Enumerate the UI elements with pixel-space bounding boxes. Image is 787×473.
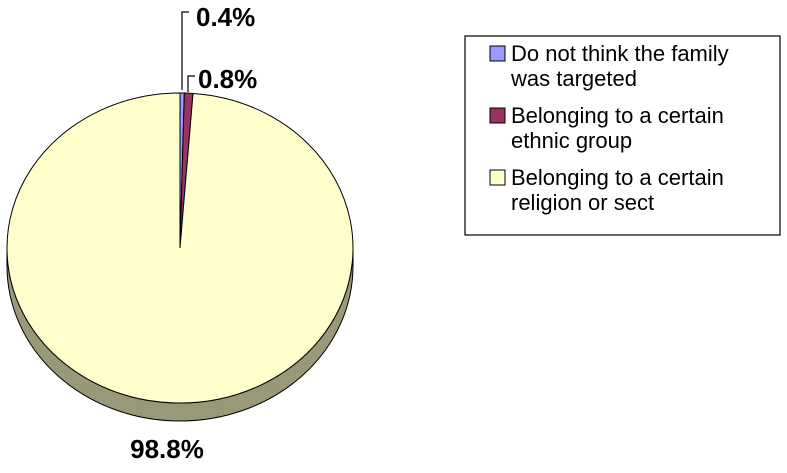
legend-label-2-1: religion or sect [511, 190, 654, 215]
data-label-0: 0.4% [196, 2, 255, 32]
pie-plot-area [6, 92, 354, 422]
legend-box [464, 35, 781, 236]
leader-line-0 [181, 11, 189, 90]
legend-label-0-1: was targeted [510, 66, 637, 91]
legend-swatch-0 [489, 45, 506, 62]
data-label-1: 0.8% [198, 64, 257, 94]
pie-slice-2 [6, 92, 354, 404]
legend-label-1-0: Belonging to a certain [511, 103, 724, 128]
legend-swatch-1 [489, 107, 506, 124]
legend-label-1-1: ethnic group [511, 128, 632, 153]
data-label-2: 98.8% [130, 434, 204, 464]
legend-label-2-0: Belonging to a certain [511, 165, 724, 190]
legend-label-0-0: Do not think the family [511, 41, 729, 66]
leader-line-1 [187, 75, 195, 92]
data-labels: 0.4% 0.8% 98.8% [130, 2, 257, 464]
legend-swatch-2 [489, 169, 506, 186]
